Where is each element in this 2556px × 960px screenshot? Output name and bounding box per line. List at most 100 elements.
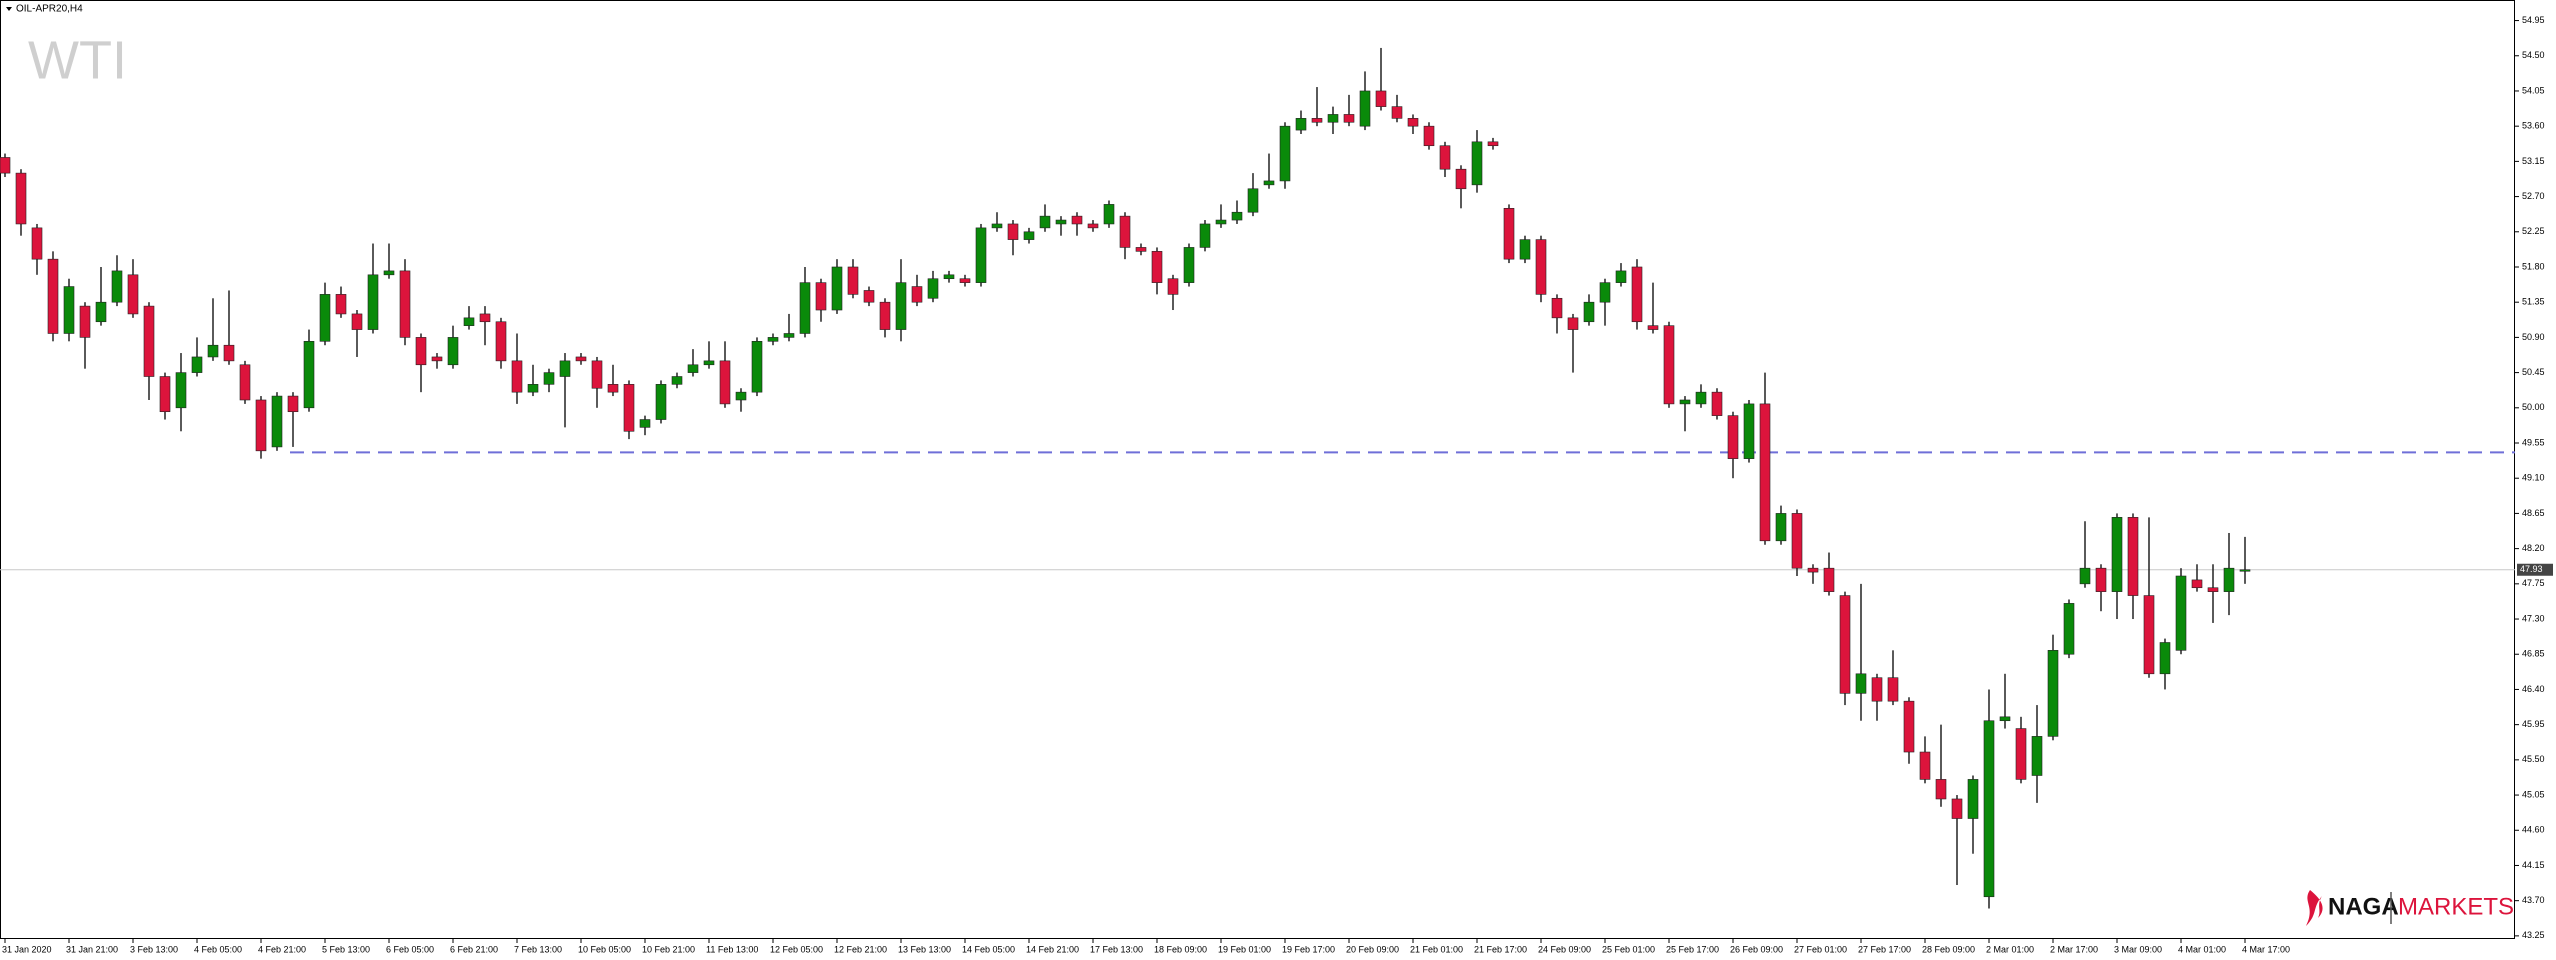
candle-body <box>1775 513 1787 542</box>
candle-body <box>1215 219 1227 225</box>
x-tick-label: 6 Feb 21:00 <box>450 944 498 954</box>
x-tick-label: 17 Feb 13:00 <box>1090 944 1143 954</box>
y-tick-label: 48.20 <box>2522 543 2545 553</box>
candle-body <box>319 294 331 342</box>
candle-body <box>255 399 267 452</box>
candle-body <box>2175 575 2187 651</box>
candle-body <box>575 356 587 362</box>
candle-body <box>911 286 923 303</box>
candle-body <box>431 356 443 362</box>
candle-body <box>399 270 411 338</box>
candle-body <box>1391 106 1403 119</box>
candle-body <box>1647 325 1659 330</box>
y-tick-label: 52.25 <box>2522 226 2545 236</box>
brand-name: NAGA <box>2328 893 2399 920</box>
candle-body <box>1455 168 1467 190</box>
symbol-menu-icon[interactable] <box>6 7 12 11</box>
candle-body <box>223 344 235 362</box>
y-tick-label: 52.70 <box>2522 191 2545 201</box>
candle-body <box>1983 720 1995 898</box>
x-tick-label: 14 Feb 21:00 <box>1026 944 1079 954</box>
candle-body <box>703 360 715 366</box>
candle-body <box>2191 579 2203 589</box>
candle-body <box>895 282 907 330</box>
candle-body <box>927 278 939 299</box>
candle-body <box>1295 118 1307 131</box>
x-tick-label: 12 Feb 21:00 <box>834 944 887 954</box>
candle-body <box>1359 90 1371 127</box>
x-tick-label: 27 Feb 17:00 <box>1858 944 1911 954</box>
y-tick-label: 50.90 <box>2522 332 2545 342</box>
x-tick-label: 2 Mar 01:00 <box>1986 944 2034 954</box>
y-tick-label: 45.95 <box>2522 719 2545 729</box>
x-tick-label: 3 Mar 09:00 <box>2114 944 2162 954</box>
candle-body <box>1423 125 1435 147</box>
candle-body <box>2223 567 2235 592</box>
candle-body <box>543 372 555 385</box>
candle-body <box>831 266 843 311</box>
candle-body <box>1087 223 1099 229</box>
x-tick-label: 14 Feb 05:00 <box>962 944 1015 954</box>
x-tick-label: 21 Feb 17:00 <box>1474 944 1527 954</box>
candle-body <box>1439 145 1451 170</box>
candle-body <box>63 286 75 334</box>
candle-body <box>239 364 251 401</box>
candle-body <box>2079 567 2091 585</box>
y-tick-label: 49.10 <box>2522 473 2545 483</box>
candle-body <box>1727 415 1739 459</box>
y-tick-label: 48.65 <box>2522 508 2545 518</box>
candle-body <box>1967 779 1979 819</box>
y-tick-label: 43.70 <box>2522 895 2545 905</box>
candle-body <box>1375 90 1387 107</box>
candle-body <box>1551 297 1563 319</box>
x-tick-label: 31 Jan 21:00 <box>66 944 118 954</box>
x-tick-label: 13 Feb 13:00 <box>898 944 951 954</box>
candle-body <box>767 337 779 342</box>
y-tick-label: 46.40 <box>2522 684 2545 694</box>
candle-body <box>687 364 699 373</box>
candle-body <box>1679 399 1691 405</box>
candle-body <box>959 278 971 283</box>
candle-body <box>1599 282 1611 303</box>
candle-body <box>191 356 203 373</box>
candle-body <box>0 157 11 174</box>
candle-body <box>1199 223 1211 248</box>
candle-body <box>271 395 283 448</box>
candle-body <box>1311 118 1323 123</box>
y-tick-label: 54.50 <box>2522 50 2545 60</box>
candle-body <box>783 333 795 338</box>
candle-body <box>2127 517 2139 596</box>
x-tick-label: 25 Feb 01:00 <box>1602 944 1655 954</box>
candle-body <box>1343 114 1355 123</box>
candle-body <box>175 372 187 409</box>
candle-body <box>863 290 875 303</box>
x-tick-label: 4 Mar 17:00 <box>2242 944 2290 954</box>
candle-body <box>1071 215 1083 225</box>
x-tick-label: 18 Feb 09:00 <box>1154 944 1207 954</box>
candle-body <box>1535 239 1547 295</box>
candle-body <box>1695 391 1707 405</box>
candle-body <box>1615 270 1627 283</box>
candle-body <box>719 360 731 405</box>
candle-body <box>1167 278 1179 295</box>
candle-body <box>623 384 635 432</box>
candle-body <box>2239 569 2251 572</box>
candle-body <box>31 227 43 260</box>
y-tick-label: 43.25 <box>2522 930 2545 940</box>
y-tick-label: 50.45 <box>2522 367 2545 377</box>
candle-body <box>1823 567 1835 592</box>
candle-body <box>1743 403 1755 459</box>
candle-body <box>1055 219 1067 225</box>
candle-body <box>2063 603 2075 655</box>
candle-body <box>2159 642 2171 675</box>
candle-body <box>1263 180 1275 186</box>
candle-body <box>559 360 571 377</box>
candle-body <box>527 384 539 393</box>
x-tick-label: 4 Feb 21:00 <box>258 944 306 954</box>
candle-body <box>143 305 155 377</box>
candle-body <box>1807 567 1819 573</box>
candle-body <box>447 337 459 366</box>
candle-body <box>1887 677 1899 702</box>
candle-body <box>1839 595 1851 694</box>
y-tick-label: 45.05 <box>2522 789 2545 799</box>
